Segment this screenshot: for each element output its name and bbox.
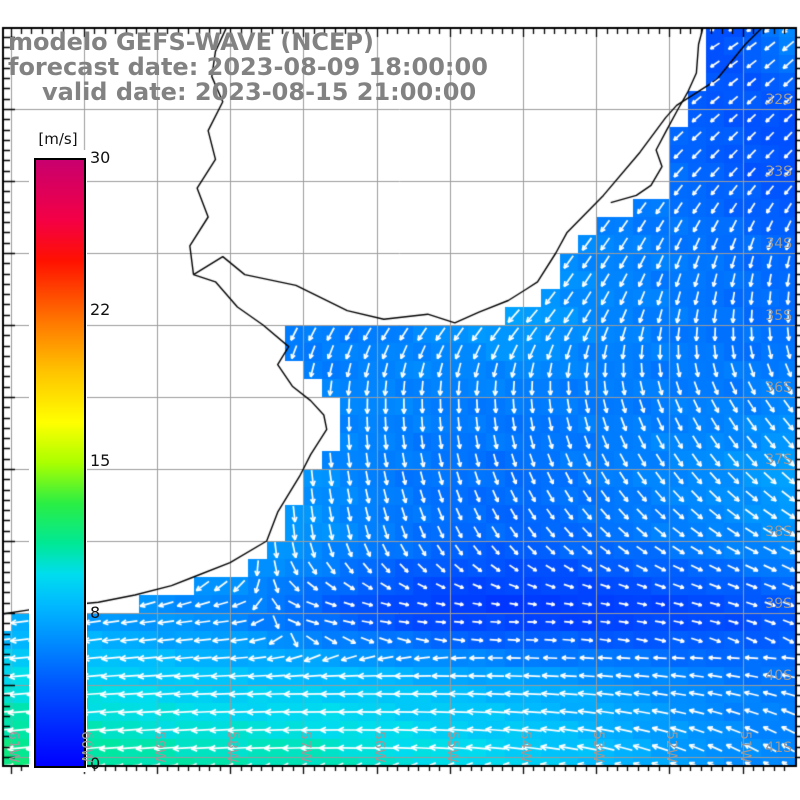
longitude-label: 51W xyxy=(737,731,753,763)
longitude-label: 54W xyxy=(517,731,533,763)
latitude-label: 33S xyxy=(765,164,792,180)
colorbar-tick-label: 22 xyxy=(90,299,111,319)
colorbar xyxy=(34,158,86,768)
latitude-label: 39S xyxy=(765,596,792,612)
longitude-label: 61W xyxy=(5,731,21,763)
longitude-label: 53W xyxy=(590,731,606,763)
colorbar-tick-label: 0 xyxy=(90,754,101,773)
map-title: modelo GEFS-WAVE (NCEP) xyxy=(8,28,374,56)
colorbar-tick-label: 15 xyxy=(90,451,111,470)
latitude-label: 40S xyxy=(765,668,792,684)
longitude-label: 59W xyxy=(151,731,167,763)
latitude-label: 32S xyxy=(765,92,792,108)
longitude-label: 56W xyxy=(371,731,387,763)
latitude-label: 41S xyxy=(765,740,792,756)
colorbar-unit-label: [m/s] xyxy=(38,130,78,148)
forecast-date-line: forecast date: 2023-08-09 18:00:00 xyxy=(8,53,488,81)
latitude-label: 38S xyxy=(765,524,792,540)
longitude-label: 60W xyxy=(78,731,94,763)
longitude-label: 57W xyxy=(297,731,313,763)
valid-date-line: valid date: 2023-08-15 21:00:00 xyxy=(42,78,477,106)
longitude-label: 52W xyxy=(663,731,679,763)
latitude-label: 35S xyxy=(765,308,792,324)
latitude-label: 36S xyxy=(765,380,792,396)
latitude-label: 34S xyxy=(765,236,792,252)
colorbar-tick-label: 30 xyxy=(90,148,111,167)
longitude-label: 58W xyxy=(224,731,240,763)
latitude-label: 37S xyxy=(765,452,792,468)
colorbar-tick-label: 8 xyxy=(90,602,101,622)
longitude-label: 55W xyxy=(444,731,460,763)
